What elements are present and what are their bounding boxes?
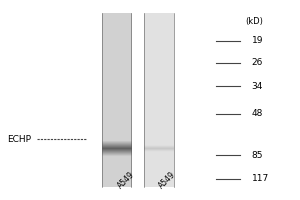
Text: 48: 48 <box>251 109 263 118</box>
Text: A549: A549 <box>158 170 178 191</box>
Text: A549: A549 <box>116 170 137 191</box>
Text: 19: 19 <box>251 36 263 45</box>
Text: 85: 85 <box>251 151 263 160</box>
Text: 34: 34 <box>251 82 263 91</box>
Text: 26: 26 <box>251 58 263 67</box>
Text: ECHP: ECHP <box>7 135 31 144</box>
Text: 117: 117 <box>251 174 269 183</box>
Text: (kD): (kD) <box>246 17 263 26</box>
